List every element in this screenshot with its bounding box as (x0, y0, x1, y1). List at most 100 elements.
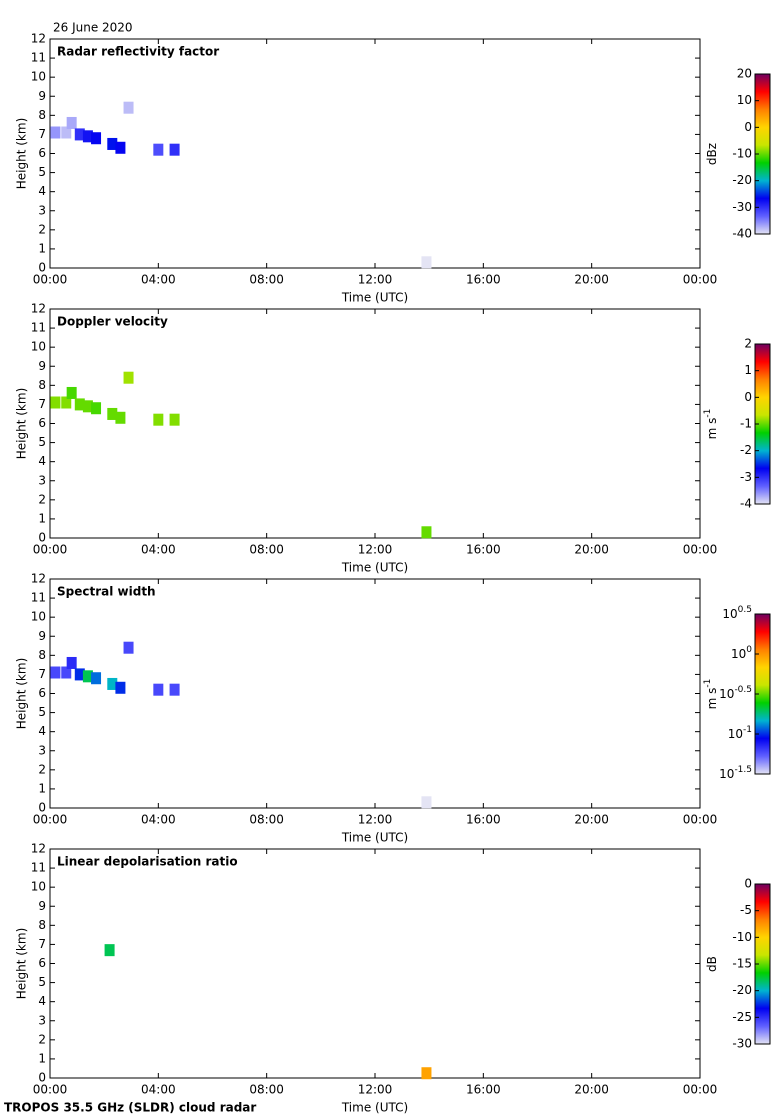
y-tick-label: 6 (38, 146, 46, 160)
x-tick-label: 00:00 (683, 1083, 718, 1097)
x-tick-label: 08:00 (249, 813, 284, 827)
radar-cell (104, 944, 115, 957)
y-tick-label: 8 (38, 648, 46, 662)
radar-cell (153, 683, 164, 696)
colorbar-tick-label: -30 (732, 200, 752, 214)
plot-area (49, 308, 701, 539)
panel-title: Doppler velocity (57, 315, 168, 329)
x-tick-label: 00:00 (683, 813, 718, 827)
colorbar-tick-label: -3 (740, 470, 752, 484)
colorbar-label: m s-1 (703, 409, 719, 440)
radar-cell (153, 143, 164, 156)
y-tick-label: 11 (31, 591, 46, 605)
x-tick-label: 12:00 (358, 1083, 393, 1097)
colorbar-tick-label: 2 (744, 337, 752, 351)
x-tick-label: 16:00 (466, 543, 501, 557)
y-tick-label: 12 (31, 32, 46, 46)
unit: m s (705, 688, 719, 710)
y-tick-label: 0 (38, 531, 46, 545)
y-tick-label: 10 (31, 70, 46, 84)
tick-exponent: 0.5 (738, 605, 752, 615)
radar-cell (107, 407, 118, 420)
y-tick-label: 1 (38, 511, 46, 525)
radar-cell (66, 656, 77, 669)
y-tick-label: 1 (38, 241, 46, 255)
tick-exponent: -1.5 (734, 765, 752, 775)
radar-cell (421, 256, 432, 269)
unit-exponent: -1 (703, 409, 713, 418)
y-tick-label: 3 (38, 473, 46, 487)
x-tick-label: 04:00 (141, 543, 176, 557)
colorbar-label: m s-1 (703, 679, 719, 710)
y-tick-label: 5 (38, 975, 46, 989)
unit-exponent: -1 (703, 679, 713, 688)
y-tick-label: 12 (31, 572, 46, 586)
tick-base: 10 (731, 647, 746, 661)
y-tick-label: 11 (31, 321, 46, 335)
radar-cell (115, 681, 126, 694)
panel-title: Linear depolarisation ratio (57, 855, 238, 869)
y-tick-label: 12 (31, 842, 46, 856)
y-tick-label: 9 (38, 359, 46, 373)
y-tick-label: 7 (38, 667, 46, 681)
tick-base: 10 (722, 607, 737, 621)
radar-cell (82, 670, 93, 683)
colorbar-tick-label: -10 (732, 930, 752, 944)
radar-cell (169, 143, 180, 156)
colorbar-tick-label: -40 (732, 227, 752, 241)
y-tick-label: 0 (38, 261, 46, 275)
y-tick-label: 7 (38, 397, 46, 411)
colorbar-tick-label: 20 (737, 67, 752, 81)
y-tick-label: 5 (38, 435, 46, 449)
radar-cell (61, 126, 72, 139)
y-tick-label: 8 (38, 378, 46, 392)
unit: m s (705, 418, 719, 440)
tick-base: 10 (719, 687, 734, 701)
y-tick-label: 2 (38, 492, 46, 506)
y-tick-label: 9 (38, 629, 46, 643)
y-axis-label: Height (km) (15, 118, 29, 189)
radar-cell (91, 402, 102, 415)
radar-cell (50, 126, 61, 139)
radar-cell (91, 672, 102, 685)
x-tick-label: 08:00 (249, 1083, 284, 1097)
y-tick-label: 6 (38, 956, 46, 970)
x-tick-label: 20:00 (574, 273, 609, 287)
colorbar-tick-label: -20 (732, 173, 752, 187)
colorbar-tick-label: -5 (740, 903, 752, 917)
radar-cell (421, 796, 432, 809)
tick-base: 10 (719, 767, 734, 781)
colorbar-label: dBz (705, 143, 719, 165)
x-tick-label: 00:00 (33, 543, 68, 557)
y-tick-label: 8 (38, 108, 46, 122)
unit: dB (705, 956, 719, 972)
radar-cell (123, 101, 134, 114)
y-tick-label: 12 (31, 302, 46, 316)
y-tick-label: 10 (31, 340, 46, 354)
radar-cell (107, 677, 118, 690)
x-tick-label: 00:00 (33, 1083, 68, 1097)
x-tick-label: 20:00 (574, 813, 609, 827)
y-tick-label: 8 (38, 918, 46, 932)
colorbar-tick-label: 1 (744, 363, 752, 377)
radar-cell (107, 137, 118, 150)
x-tick-label: 20:00 (574, 543, 609, 557)
radar-cell (66, 116, 77, 129)
x-tick-label: 04:00 (141, 1083, 176, 1097)
colorbar-tick-label: 0 (744, 120, 752, 134)
colorbar-tick-label: -1 (740, 417, 752, 431)
x-tick-label: 12:00 (358, 543, 393, 557)
x-tick-label: 00:00 (683, 543, 718, 557)
panel-title: Radar reflectivity factor (57, 45, 219, 59)
colorbar-tick-label: -20 (732, 983, 752, 997)
y-tick-label: 0 (38, 801, 46, 815)
radar-cell (74, 398, 85, 411)
y-tick-label: 0 (38, 1071, 46, 1085)
unit: dBz (705, 143, 719, 165)
y-tick-label: 9 (38, 89, 46, 103)
x-tick-label: 04:00 (141, 273, 176, 287)
radar-cell (82, 400, 93, 413)
y-tick-label: 11 (31, 51, 46, 65)
x-axis-label: Time (UTC) (341, 1101, 408, 1115)
radar-cell (115, 141, 126, 154)
